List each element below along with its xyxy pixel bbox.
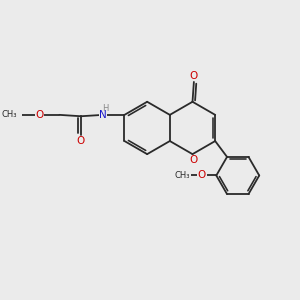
Text: H: H [102,104,108,113]
Text: CH₃: CH₃ [1,110,17,119]
Text: O: O [35,110,44,120]
Text: O: O [198,170,206,181]
Text: O: O [190,71,198,81]
Text: O: O [190,155,198,165]
Text: N: N [99,110,107,120]
Text: CH₃: CH₃ [175,171,190,180]
Text: O: O [77,136,85,146]
